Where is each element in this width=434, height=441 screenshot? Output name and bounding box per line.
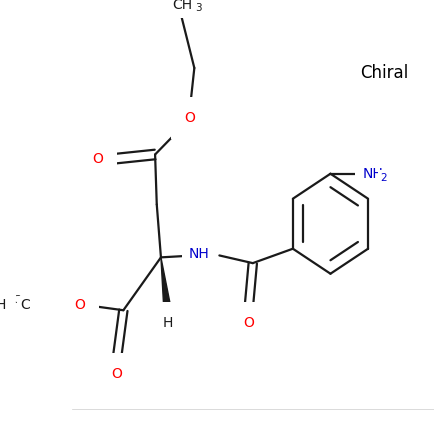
Text: O: O [243, 316, 254, 330]
Text: Chiral: Chiral [361, 64, 409, 82]
Text: CH: CH [172, 0, 192, 11]
Text: O: O [92, 152, 103, 166]
Text: O: O [185, 111, 196, 125]
Text: H: H [0, 299, 6, 312]
Polygon shape [161, 258, 172, 312]
Text: O: O [111, 367, 122, 381]
Text: NH: NH [189, 247, 209, 261]
Text: H: H [162, 316, 173, 330]
Text: 2: 2 [381, 172, 387, 183]
Text: 3: 3 [195, 4, 202, 13]
Text: 3: 3 [14, 295, 20, 306]
Text: O: O [75, 299, 85, 312]
Text: C: C [20, 299, 30, 312]
Text: NH: NH [362, 167, 383, 181]
